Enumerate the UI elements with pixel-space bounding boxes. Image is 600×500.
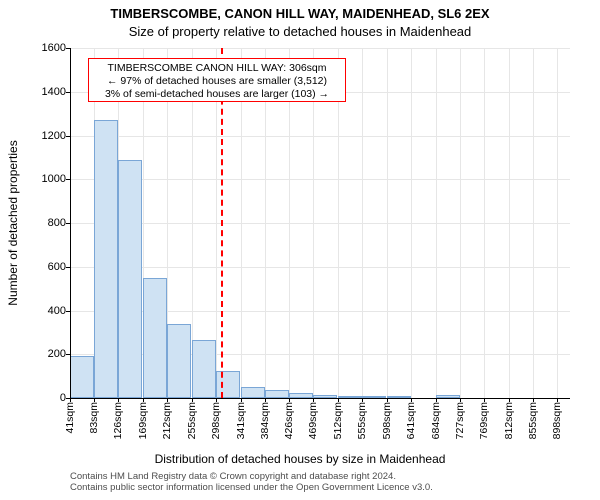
histogram-bar (167, 324, 191, 398)
x-tick-label: 41sqm (64, 402, 76, 434)
histogram-bar (143, 278, 167, 398)
y-tick-label: 1200 (26, 130, 66, 142)
gridline-v (387, 48, 388, 398)
x-tick-label: 555sqm (356, 402, 368, 439)
annotation-line-3: 3% of semi-detached houses are larger (1… (92, 88, 342, 101)
y-tick-label: 200 (26, 348, 66, 360)
y-tick-mark (66, 136, 70, 137)
histogram-bar (70, 356, 94, 398)
x-tick-label: 812sqm (503, 402, 515, 439)
gridline-h (70, 48, 570, 49)
x-tick-label: 169sqm (137, 402, 149, 439)
y-tick-mark (66, 354, 70, 355)
gridline-v (557, 48, 558, 398)
y-tick-mark (66, 311, 70, 312)
gridline-h (70, 136, 570, 137)
x-tick-label: 212sqm (161, 402, 173, 439)
y-tick-label: 1000 (26, 173, 66, 185)
x-tick-label: 341sqm (235, 402, 247, 439)
x-tick-label: 469sqm (307, 402, 319, 439)
x-tick-label: 384sqm (259, 402, 271, 439)
y-tick-mark (66, 223, 70, 224)
y-tick-mark (66, 48, 70, 49)
chart-title-line2: Size of property relative to detached ho… (0, 24, 600, 39)
y-tick-label: 600 (26, 261, 66, 273)
x-axis-label: Distribution of detached houses by size … (0, 452, 600, 466)
x-tick-label: 598sqm (381, 402, 393, 439)
y-axis-line (70, 48, 71, 398)
chart-container: TIMBERSCOMBE, CANON HILL WAY, MAIDENHEAD… (0, 0, 600, 500)
y-tick-label: 800 (26, 217, 66, 229)
x-tick-label: 255sqm (186, 402, 198, 439)
y-tick-mark (66, 92, 70, 93)
x-tick-label: 727sqm (454, 402, 466, 439)
histogram-bar (192, 340, 216, 398)
chart-title-line1: TIMBERSCOMBE, CANON HILL WAY, MAIDENHEAD… (0, 6, 600, 21)
gridline-v (362, 48, 363, 398)
gridline-v (533, 48, 534, 398)
gridline-h (70, 179, 570, 180)
y-tick-mark (66, 179, 70, 180)
annotation-line-2: ← 97% of detached houses are smaller (3,… (92, 75, 342, 88)
x-axis-line (70, 398, 570, 399)
y-axis-label: Number of detached properties (6, 140, 20, 305)
x-tick-label: 126sqm (112, 402, 124, 439)
histogram-bar (241, 387, 265, 398)
gridline-v (436, 48, 437, 398)
gridline-v (509, 48, 510, 398)
gridline-h (70, 223, 570, 224)
annotation-box: TIMBERSCOMBE CANON HILL WAY: 306sqm ← 97… (88, 58, 346, 102)
x-tick-label: 898sqm (551, 402, 563, 439)
gridline-v (460, 48, 461, 398)
histogram-bar (265, 390, 289, 398)
gridline-h (70, 267, 570, 268)
x-tick-label: 684sqm (430, 402, 442, 439)
x-tick-label: 641sqm (405, 402, 417, 439)
gridline-v (411, 48, 412, 398)
gridline-v (484, 48, 485, 398)
y-tick-mark (66, 267, 70, 268)
y-tick-label: 1400 (26, 86, 66, 98)
x-tick-label: 426sqm (283, 402, 295, 439)
x-tick-label: 512sqm (332, 402, 344, 439)
y-tick-label: 1600 (26, 42, 66, 54)
x-tick-label: 83sqm (88, 402, 100, 434)
x-tick-label: 855sqm (527, 402, 539, 439)
y-tick-label: 400 (26, 305, 66, 317)
x-tick-label: 298sqm (210, 402, 222, 439)
footer-line-2: Contains public sector information licen… (70, 483, 433, 494)
y-tick-label: 0 (26, 392, 66, 404)
histogram-bar (118, 160, 142, 398)
annotation-line-1: TIMBERSCOMBE CANON HILL WAY: 306sqm (92, 62, 342, 75)
footer-attribution: Contains HM Land Registry data © Crown c… (70, 472, 433, 494)
x-tick-label: 769sqm (478, 402, 490, 439)
histogram-bar (94, 120, 118, 398)
